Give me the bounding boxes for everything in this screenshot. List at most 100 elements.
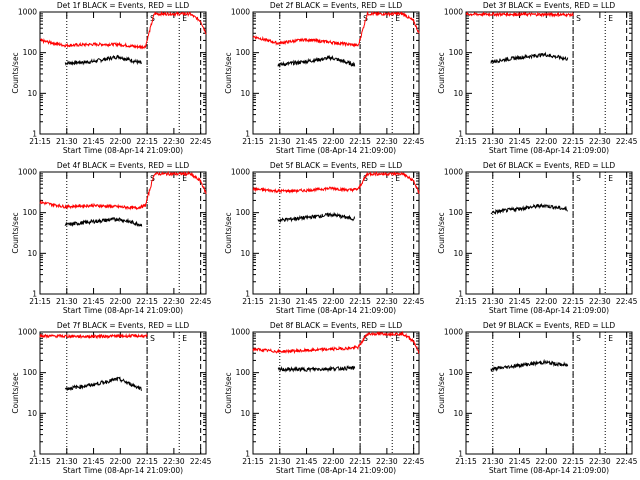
y-tick-label: 100 [236, 48, 251, 57]
y-tick-label: 10 [453, 249, 463, 258]
x-tick-label: 22:30 [163, 297, 185, 306]
y-axis-label: Counts/sec [224, 52, 233, 93]
plot-frame [39, 331, 207, 455]
event-label: E [395, 14, 400, 23]
plot-frame [252, 171, 420, 295]
events-trace [277, 364, 356, 373]
x-axis-label: Start Time (08-Apr-14 21:09:00) [63, 466, 183, 475]
y-tick-label: 1 [32, 130, 37, 139]
y-tick-label: 10 [453, 409, 463, 418]
events-trace [490, 51, 569, 64]
x-axis-label: Start Time (08-Apr-14 21:09:00) [489, 466, 609, 475]
x-tick-label: 21:15 [455, 137, 477, 146]
event-label: E [182, 174, 187, 183]
y-tick-label: 10 [27, 249, 37, 258]
y-tick-label: 100 [236, 368, 251, 377]
y-tick-label: 1 [245, 450, 250, 459]
x-tick-label: 21:30 [269, 297, 291, 306]
x-tick-label: 21:30 [482, 457, 504, 466]
y-axis-label: Counts/sec [437, 52, 446, 93]
x-tick-label: 22:15 [349, 137, 371, 146]
event-label: E [182, 334, 187, 343]
x-tick-label: 21:30 [269, 137, 291, 146]
x-tick-label: 22:00 [323, 297, 345, 306]
x-tick-label: 21:45 [83, 457, 105, 466]
x-tick-label: 22:45 [190, 457, 212, 466]
x-tick-label: 22:15 [562, 137, 584, 146]
x-axis-label: Start Time (08-Apr-14 21:09:00) [63, 146, 183, 155]
x-tick-label: 21:15 [242, 137, 264, 146]
panel-det-5: Det 5f BLACK = Events, RED = LLD 1 10 100 10… [224, 161, 425, 315]
lld-trace [252, 170, 420, 195]
x-tick-label: 22:00 [536, 297, 558, 306]
x-tick-label: 22:00 [323, 137, 345, 146]
event-label: E [395, 334, 400, 343]
y-tick-label: 1 [458, 130, 463, 139]
y-tick-label: 1 [245, 130, 250, 139]
plot-frame [465, 11, 633, 135]
x-tick-label: 22:30 [376, 297, 398, 306]
y-tick-label: 100 [23, 48, 38, 57]
x-tick-label: 22:00 [110, 457, 132, 466]
lld-trace [252, 10, 420, 48]
lld-trace [39, 10, 207, 50]
x-tick-label: 22:00 [323, 457, 345, 466]
x-tick-label: 21:45 [509, 137, 531, 146]
panel-det-2: Det 2f BLACK = Events, RED = LLD 1 10 100 10… [224, 1, 425, 155]
x-tick-label: 22:45 [190, 137, 212, 146]
panel-title: Det 3f BLACK = Events, RED = LLD [483, 1, 616, 10]
plot-frame [465, 331, 633, 455]
x-tick-label: 22:30 [589, 297, 611, 306]
x-tick-label: 22:30 [376, 457, 398, 466]
event-label: S [576, 174, 581, 183]
panel-det-7: Det 7f BLACK = Events, RED = LLD 1 10 100 10… [11, 321, 212, 475]
y-tick-label: 1000 [444, 328, 463, 337]
y-tick-label: 1 [32, 290, 37, 299]
x-tick-label: 21:15 [29, 297, 51, 306]
x-tick-label: 21:30 [56, 297, 78, 306]
x-tick-label: 22:15 [136, 457, 158, 466]
event-label: S [363, 334, 368, 343]
plot-frame [39, 11, 207, 135]
event-label: S [363, 174, 368, 183]
x-tick-label: 22:15 [136, 137, 158, 146]
panel-title: Det 9f BLACK = Events, RED = LLD [483, 321, 616, 330]
events-trace [64, 54, 142, 66]
x-tick-label: 22:30 [376, 137, 398, 146]
x-tick-label: 22:15 [349, 457, 371, 466]
x-tick-label: 21:30 [56, 457, 78, 466]
y-axis-label: Counts/sec [11, 372, 20, 413]
events-trace [277, 54, 356, 69]
x-tick-label: 22:15 [562, 297, 584, 306]
lld-trace [39, 170, 207, 211]
x-tick-label: 22:30 [163, 457, 185, 466]
y-axis-label: Counts/sec [11, 212, 20, 253]
x-tick-label: 21:15 [455, 457, 477, 466]
y-tick-label: 1000 [231, 168, 250, 177]
y-tick-label: 1 [32, 450, 37, 459]
x-tick-label: 22:45 [403, 457, 425, 466]
panel-det-1: Det 1f BLACK = Events, RED = LLD 1 10 100 10… [11, 1, 212, 155]
x-tick-label: 21:45 [83, 137, 105, 146]
event-label: E [608, 334, 613, 343]
x-tick-label: 21:45 [296, 297, 318, 306]
x-tick-label: 21:15 [242, 297, 264, 306]
panel-title: Det 1f BLACK = Events, RED = LLD [57, 1, 190, 10]
y-tick-label: 1 [458, 450, 463, 459]
y-tick-label: 1000 [18, 8, 37, 17]
events-trace [490, 202, 568, 215]
y-tick-label: 1000 [231, 8, 250, 17]
y-axis-label: Counts/sec [224, 372, 233, 413]
event-label: S [576, 14, 581, 23]
plot-frame [465, 171, 633, 295]
x-tick-label: 22:45 [616, 457, 638, 466]
x-tick-label: 21:30 [482, 297, 504, 306]
x-tick-label: 22:30 [589, 137, 611, 146]
y-axis-label: Counts/sec [224, 212, 233, 253]
y-tick-label: 1000 [444, 8, 463, 17]
y-tick-label: 100 [236, 208, 251, 217]
events-trace [64, 217, 143, 228]
x-tick-label: 22:00 [110, 297, 132, 306]
panel-det-3: Det 3f BLACK = Events, RED = LLD 1 10 100 10… [437, 1, 638, 155]
